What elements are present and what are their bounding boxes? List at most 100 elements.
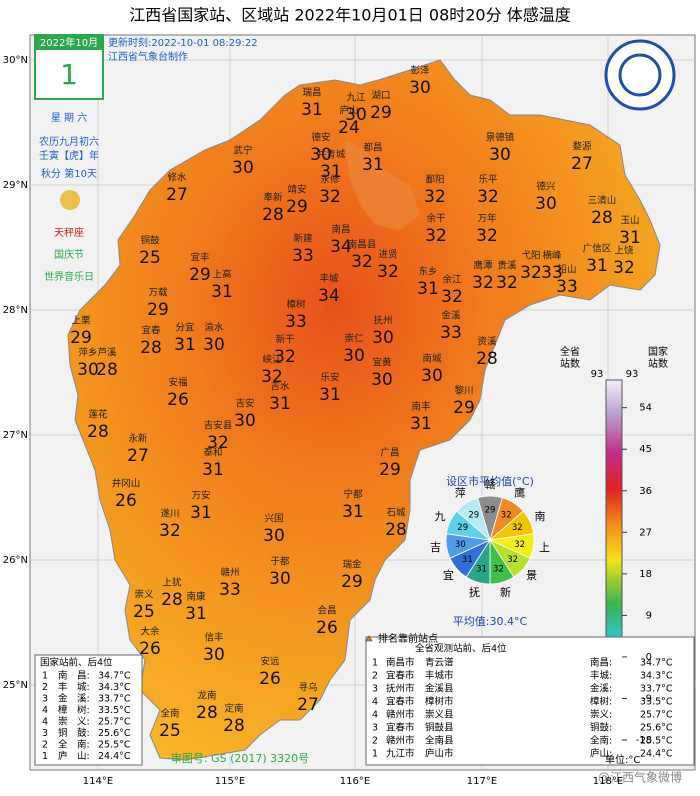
table-cell: 34.3°C xyxy=(640,671,673,682)
top-marker-icon xyxy=(365,635,373,642)
table-cell: 南 昌: xyxy=(58,670,90,682)
station-name: 樟树 xyxy=(286,299,306,311)
station-value: 27 xyxy=(571,154,593,174)
station-value: 30 xyxy=(232,158,254,178)
national-table-box xyxy=(34,654,143,766)
station-value: 30 xyxy=(234,411,256,431)
station-value: 25 xyxy=(133,602,155,622)
weekday: 星 期 六 xyxy=(51,112,87,124)
station-value: 27 xyxy=(127,446,149,466)
station-name: 大余 xyxy=(140,626,160,638)
station-name: 南昌 xyxy=(331,224,350,236)
pie-city: 赣 xyxy=(485,477,496,491)
watermark: @江西气象微博 xyxy=(598,770,682,785)
zodiac: 天秤座 xyxy=(54,226,84,239)
pie-value: 29 xyxy=(468,510,479,520)
table-cell: 樟树: xyxy=(590,696,612,708)
pie-value: 32 xyxy=(493,564,504,574)
station-value: 30 xyxy=(77,360,99,380)
longitude-label: 115°E xyxy=(215,776,245,787)
station-value: 30 xyxy=(203,645,225,665)
national-label: 国家 xyxy=(648,345,668,358)
table-cell: 24.4°C xyxy=(98,751,131,762)
longitude-label: 118°E xyxy=(593,776,623,787)
station-name: 崇仁 xyxy=(344,333,364,345)
station-value: 31 xyxy=(362,155,384,175)
pie-average: 平均值:30.4°C xyxy=(453,615,528,628)
station-name: 上犹 xyxy=(162,578,182,589)
latitude-label: 25°N xyxy=(3,680,28,691)
table-cell: 25.6°C xyxy=(98,728,131,739)
station-name: 鹰潭 xyxy=(473,260,493,272)
station-name: 铅山 xyxy=(557,264,576,276)
table-cell: 全南: xyxy=(590,735,612,747)
lunar-year: 壬寅【虎】年 xyxy=(39,149,99,162)
table-cell: 金溪县 xyxy=(425,683,454,695)
station-name: 九江 xyxy=(346,92,366,104)
province-table-box xyxy=(365,636,695,766)
station-name: 会昌 xyxy=(317,605,336,617)
station-name: 广信区 xyxy=(583,243,612,255)
pie-value: 29 xyxy=(457,523,468,533)
station-name: 兴国 xyxy=(264,514,283,525)
station-value: 31 xyxy=(586,256,608,276)
table-cell: 25.5°C xyxy=(98,740,131,751)
pie-sector xyxy=(456,497,491,542)
table-cell: 24.4°C xyxy=(640,749,673,760)
pie-city: 九 xyxy=(434,510,445,523)
table-cell: 赣州市 xyxy=(386,709,415,721)
station-value: 28 xyxy=(87,422,109,442)
latitude-label: 30°N xyxy=(3,55,28,66)
station-name: 芦溪 xyxy=(97,347,117,359)
pie-city: 吉 xyxy=(430,541,441,554)
station-value: 32 xyxy=(613,258,635,278)
pie-city: 新 xyxy=(500,585,511,599)
zodiac-icon xyxy=(60,190,80,210)
station-value: 31 xyxy=(320,162,342,182)
colorbar-tick-label: 36 xyxy=(639,486,652,497)
station-value: 32 xyxy=(472,273,494,293)
table-cell: 崇义: xyxy=(590,710,612,721)
station-name: 南昌县 xyxy=(348,239,377,251)
total-count: 93 xyxy=(591,369,604,380)
pie-value: 30 xyxy=(455,540,466,550)
table-cell: 金溪: xyxy=(590,683,612,695)
station-name: 萍乡 xyxy=(78,348,97,359)
station-value: 30 xyxy=(263,526,285,546)
station-value: 32 xyxy=(377,262,399,282)
station-name: 石城 xyxy=(386,508,406,519)
station-name: 于都 xyxy=(270,557,290,568)
station-value: 29 xyxy=(70,328,92,348)
station-name: 贵溪 xyxy=(497,260,517,272)
station-name: 广昌 xyxy=(380,447,399,459)
national-count: 93 xyxy=(626,369,639,380)
station-name: 瑞金 xyxy=(342,559,362,571)
station-value: 32 xyxy=(351,252,373,272)
station-value: 33 xyxy=(556,277,578,297)
colorbar-tick-label: 54 xyxy=(639,403,652,414)
station-name: 德兴 xyxy=(536,181,555,193)
longitude-label: 114°E xyxy=(83,776,113,787)
table-cell: 4 xyxy=(42,705,48,716)
pie-city: 宜 xyxy=(443,568,454,582)
lunar-date: 农历九月初六 xyxy=(39,135,99,148)
longitude-label: 116°E xyxy=(340,776,370,787)
table-cell: 2 xyxy=(372,736,378,747)
station-value: 28 xyxy=(161,590,183,610)
station-name: 进贤 xyxy=(378,250,398,261)
station-name: 安远 xyxy=(260,656,280,668)
latitude-label: 26°N xyxy=(3,555,28,566)
station-name: 吉安县 xyxy=(204,420,233,432)
table-cell: 33.5°C xyxy=(640,697,673,708)
pie-value: 31 xyxy=(476,564,487,574)
poyang-lake xyxy=(345,140,420,230)
table-cell: 樟树市 xyxy=(425,696,454,708)
station-value: 32 xyxy=(441,287,463,307)
table-cell: 25.6°C xyxy=(640,723,673,734)
table-cell: 丰城: xyxy=(590,670,612,682)
station-name: 遂川 xyxy=(160,508,179,520)
pie-value: 29 xyxy=(485,506,496,516)
station-name: 峡江 xyxy=(262,354,282,366)
station-name: 湖口 xyxy=(371,91,390,102)
